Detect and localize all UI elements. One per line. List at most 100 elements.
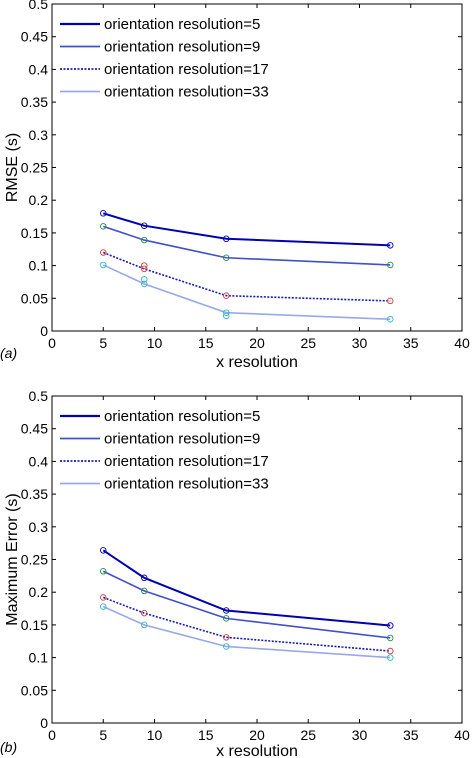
x-tick-label: 30 [352, 727, 368, 743]
y-tick-label: 0.25 [21, 552, 48, 568]
x-tick-label: 35 [403, 335, 419, 351]
legend-label-4: orientation resolution=33 [104, 84, 269, 101]
legend-label-1: orientation resolution=5 [104, 16, 260, 33]
x-tick-label: 10 [147, 335, 163, 351]
data-point [222, 643, 230, 650]
data-point [99, 261, 107, 269]
y-tick-label: 0.15 [21, 225, 48, 241]
series-line-2 [102, 225, 391, 266]
y-tick-label: 0.05 [21, 290, 48, 306]
data-point [387, 654, 394, 661]
y-tick-label: 0.2 [29, 584, 49, 600]
legend: orientation resolution=5 orientation reso… [60, 408, 269, 493]
x-tick-label: 0 [48, 335, 56, 351]
data-point [140, 574, 148, 582]
y-tick-label: 0.1 [29, 650, 49, 666]
series-line-3 [102, 251, 391, 302]
data-point [387, 297, 394, 305]
data-point [222, 615, 230, 622]
y-tick-label: 0.3 [29, 127, 49, 143]
data-point [222, 254, 230, 262]
data-point [387, 622, 394, 629]
series-line-4 [102, 264, 391, 321]
legend: orientation resolution=5 orientation reso… [60, 16, 269, 101]
x-tick-label: 20 [249, 727, 265, 743]
data-point [140, 280, 148, 288]
data-point [140, 276, 148, 283]
plot-area [51, 3, 463, 332]
x-tick-label: 15 [198, 727, 214, 743]
series-line-2 [102, 570, 391, 639]
data-point [99, 210, 107, 217]
x-tick-label: 40 [454, 727, 470, 743]
data-point [140, 236, 148, 244]
data-point [387, 634, 394, 642]
data-point [222, 309, 230, 316]
data-point [99, 547, 107, 554]
x-tick-label: 10 [147, 727, 163, 743]
y-tick-label: 0.1 [29, 258, 49, 274]
data-point [99, 223, 107, 230]
x-tick-label: 0 [48, 727, 56, 743]
data-point [387, 315, 394, 323]
data-point [387, 647, 394, 655]
x-tick-label: 40 [454, 335, 470, 351]
data-point [99, 594, 107, 601]
y-tick-label: 0.4 [29, 453, 49, 469]
data-point [140, 222, 148, 229]
data-point [140, 265, 148, 273]
y-tick-label: 0.45 [21, 29, 48, 45]
data-point [222, 312, 230, 320]
data-point [99, 603, 107, 610]
x-tick-label: 20 [249, 335, 265, 351]
data-point [222, 292, 230, 299]
y-tick-label: 0.5 [29, 388, 49, 404]
legend-label-1: orientation resolution=5 [104, 408, 260, 425]
x-tick-label: 35 [403, 727, 419, 743]
series-line-1 [102, 549, 391, 627]
data-point [140, 609, 148, 617]
x-tick-label: 25 [300, 727, 316, 743]
y-tick-label: 0.2 [29, 192, 49, 208]
data-point [99, 249, 107, 256]
y-tick-label: 0.05 [21, 682, 48, 698]
x-tick-label: 30 [352, 335, 368, 351]
y-tick-label: 0.3 [29, 519, 49, 535]
data-point [387, 242, 394, 249]
data-point [140, 587, 148, 595]
y-tick-label: 0.4 [29, 61, 49, 77]
series-line-4 [102, 605, 391, 659]
data-point [140, 262, 148, 269]
y-tick-label: 0.25 [21, 160, 48, 176]
panel-label: (b) [0, 739, 17, 755]
legend-label-4: orientation resolution=33 [104, 476, 269, 493]
y-tick-label: 0.35 [21, 94, 48, 110]
y-axis-label: RMSE (s) [4, 133, 21, 202]
panel-label: (a) [0, 345, 17, 361]
x-axis-label: x resolution [216, 743, 298, 758]
y-tick-label: 0 [40, 715, 48, 731]
data-point [99, 568, 107, 575]
data-point [387, 261, 394, 269]
y-axis-label: Maximum Error (s) [4, 493, 21, 625]
data-point [222, 634, 230, 641]
x-tick-label: 15 [198, 335, 214, 351]
y-tick-label: 0.5 [29, 0, 49, 12]
x-tick-label: 5 [99, 727, 107, 743]
y-tick-label: 0.35 [21, 486, 48, 502]
y-tick-label: 0.15 [21, 617, 48, 633]
x-tick-label: 25 [300, 335, 316, 351]
data-point [222, 235, 230, 243]
series-line-1 [102, 212, 391, 247]
x-axis-label: x resolution [216, 354, 298, 371]
y-tick-label: 0 [40, 323, 48, 339]
legend-label-2: orientation resolution=9 [104, 431, 260, 448]
legend-label-3: orientation resolution=17 [104, 453, 269, 470]
legend-label-3: orientation resolution=17 [104, 61, 269, 78]
series-line-3 [102, 596, 391, 652]
legend-label-2: orientation resolution=9 [104, 39, 260, 56]
plot-area [51, 395, 463, 724]
chart-panel-a: 0 5 10 15 20 25 30 35 40 0 0.05 0.1 0.15 0.2 0.25 0.3 0.… [0, 0, 470, 371]
data-point [222, 607, 230, 614]
